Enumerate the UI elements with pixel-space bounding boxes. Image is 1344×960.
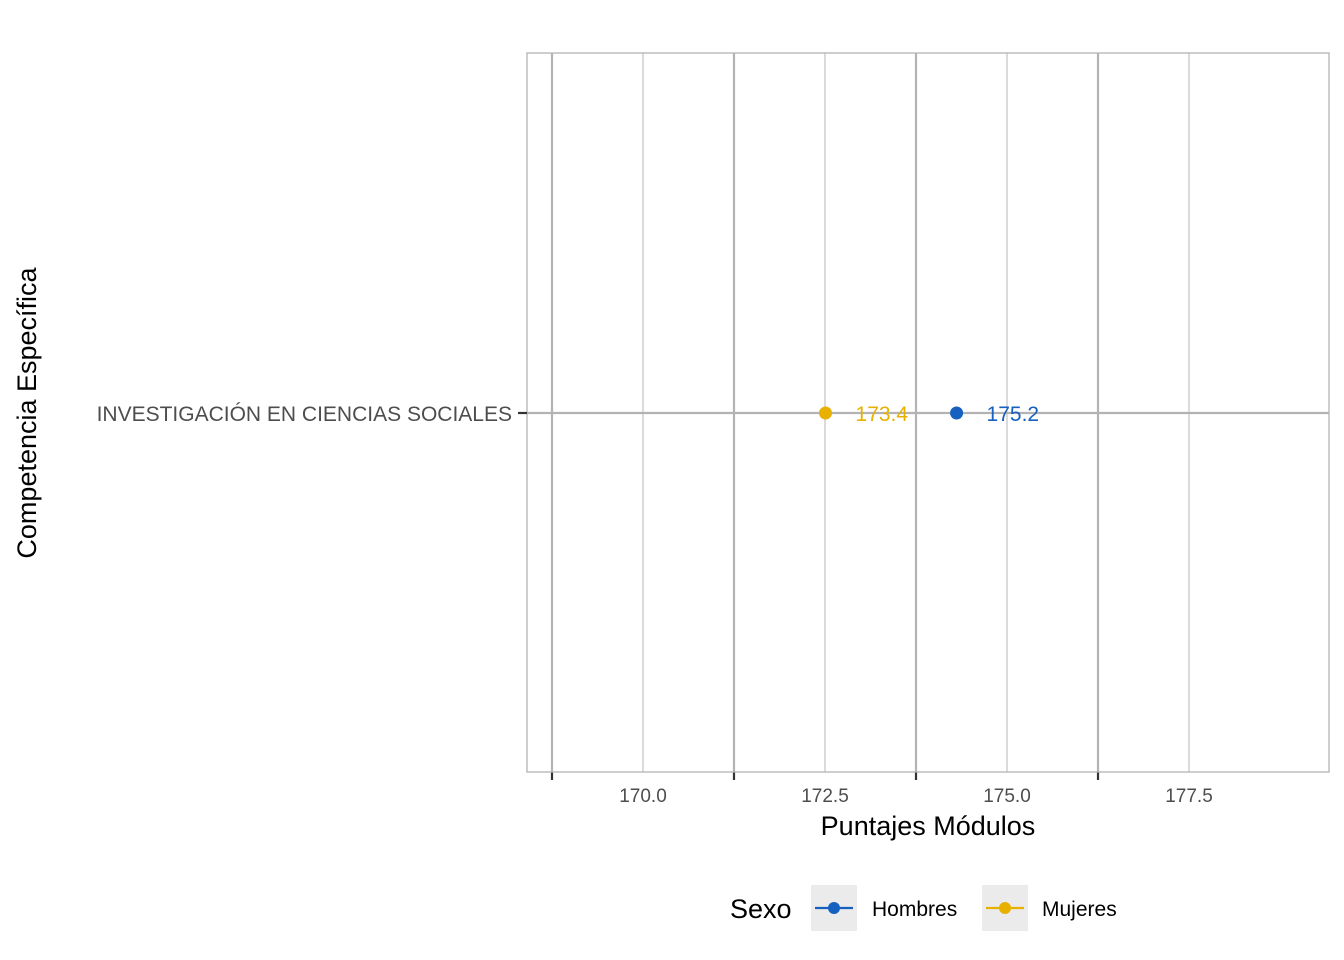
data-point-hombres (950, 406, 964, 420)
x-tick-label: 177.5 (1165, 786, 1213, 807)
x-axis-title: Puntajes Módulos (821, 811, 1036, 841)
legend-label-hombres: Hombres (872, 898, 957, 921)
legend-label-mujeres: Mujeres (1042, 898, 1117, 921)
x-tick-label: 175.0 (983, 786, 1031, 807)
y-axis-category-label: INVESTIGACIÓN EN CIENCIAS SOCIALES (97, 403, 512, 426)
legend-title: Sexo (730, 894, 792, 924)
grid-lines (527, 53, 1329, 772)
legend-key-point (828, 902, 840, 914)
y-axis-title: Competencia Específica (12, 266, 42, 558)
data-label-hombres: 175.2 (987, 403, 1040, 426)
x-axis-ticks: 170.0 172.5 175.0 177.5 (550, 772, 1213, 807)
data-point-mujeres (819, 406, 833, 420)
data-label-mujeres: 173.4 (856, 403, 909, 426)
x-tick-label: 170.0 (619, 786, 667, 807)
legend-key-point (999, 902, 1011, 914)
legend-item-hombres: Hombres (811, 885, 957, 931)
x-tick-label: 172.5 (801, 786, 849, 807)
legend-item-mujeres: Mujeres (982, 885, 1117, 931)
data-points: 175.2 173.4 (819, 403, 1039, 426)
legend: Sexo Hombres Mujeres (730, 885, 1117, 931)
